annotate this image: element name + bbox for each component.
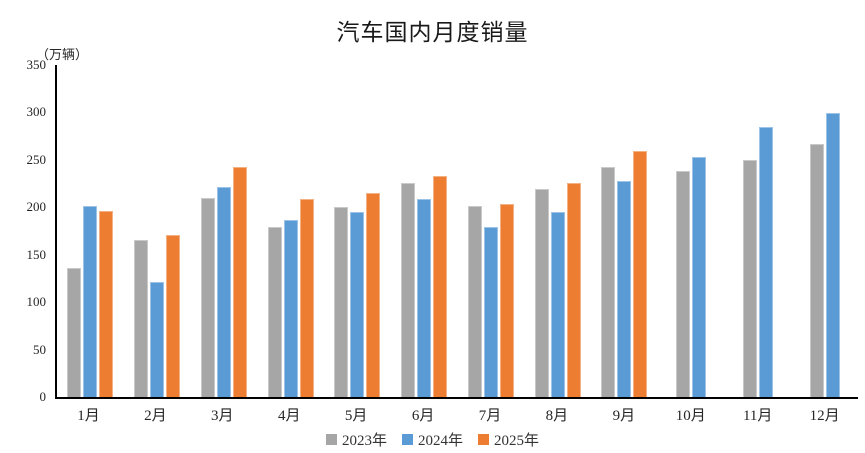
bar-2024年-8月 bbox=[550, 212, 565, 397]
legend-swatch-icon bbox=[478, 434, 489, 445]
bar-2023年-3月 bbox=[200, 198, 215, 397]
legend-item-2023年: 2023年 bbox=[325, 429, 387, 450]
bar-2024年-5月 bbox=[350, 212, 365, 397]
bar-2024年-9月 bbox=[617, 181, 632, 397]
bar-2024年-11月 bbox=[758, 127, 773, 397]
bar-2024年-3月 bbox=[216, 187, 231, 397]
bar-2025年-3月 bbox=[232, 167, 247, 397]
bar-2024年-7月 bbox=[483, 227, 498, 397]
y-tick-label-50: 50 bbox=[33, 341, 46, 357]
y-tick-label-250: 250 bbox=[26, 151, 47, 167]
x-axis-labels: 1月 2月 3月 4月 5月 6月 7月 8月 9月 10月 11月 12月 bbox=[55, 404, 858, 425]
x-axis-label-5月: 5月 bbox=[344, 408, 368, 424]
legend-item-2024年: 2024年 bbox=[401, 429, 463, 450]
bar-group-10月 bbox=[658, 65, 725, 397]
bar-group-8月 bbox=[524, 65, 591, 397]
bar-group-1月 bbox=[57, 65, 124, 397]
bar-group-6月 bbox=[391, 65, 458, 397]
bar-2025年-4月 bbox=[299, 199, 314, 397]
x-axis-label-10月: 10月 bbox=[675, 408, 706, 424]
y-tick-label-0: 0 bbox=[39, 389, 47, 404]
bar-2023年-9月 bbox=[601, 167, 616, 397]
bar-2024年-10月 bbox=[692, 157, 707, 397]
x-axis-label-11月: 11月 bbox=[742, 408, 773, 424]
bar-2023年-7月 bbox=[467, 206, 482, 397]
legend-label: 2023年 bbox=[341, 433, 387, 449]
x-axis-label-2月: 2月 bbox=[144, 408, 167, 424]
y-tick-label-300: 300 bbox=[26, 104, 47, 120]
x-axis-label-3月: 3月 bbox=[211, 408, 234, 424]
x-axis-label-4月: 4月 bbox=[277, 408, 301, 424]
bar-2025年-6月 bbox=[433, 176, 448, 397]
bar-group-9月 bbox=[591, 65, 658, 397]
x-axis-label-8月: 8月 bbox=[545, 408, 569, 424]
legend-label: 2025年 bbox=[494, 433, 540, 449]
x-axis-label-7月: 7月 bbox=[478, 408, 502, 424]
plot-area bbox=[55, 65, 858, 399]
bar-group-4月 bbox=[257, 65, 324, 397]
legend: 2023年 2024年 2025年 bbox=[0, 429, 865, 450]
bar-2024年-6月 bbox=[417, 199, 432, 397]
bar-2024年-1月 bbox=[83, 206, 98, 397]
bar-2023年-12月 bbox=[809, 144, 824, 397]
bar-2025年-7月 bbox=[499, 204, 514, 397]
legend-swatch-icon bbox=[401, 434, 413, 445]
x-axis-label-12月: 12月 bbox=[809, 408, 840, 424]
bar-2023年-10月 bbox=[676, 171, 691, 397]
bar-2023年-11月 bbox=[742, 160, 757, 397]
bar-2023年-4月 bbox=[267, 227, 282, 397]
bar-2023年-5月 bbox=[334, 207, 349, 397]
x-axis-label-1月: 1月 bbox=[77, 408, 100, 424]
legend-item-2025年: 2025年 bbox=[478, 429, 539, 450]
bar-groups-row bbox=[57, 65, 858, 397]
y-tick-label-200: 200 bbox=[26, 199, 47, 215]
bar-2023年-1月 bbox=[67, 268, 82, 397]
bar-group-3月 bbox=[191, 65, 258, 397]
bar-group-11月 bbox=[725, 65, 792, 397]
bar-2023年-2月 bbox=[134, 240, 149, 397]
y-tick-label-100: 100 bbox=[26, 294, 47, 310]
y-axis-unit-label: （万辆） bbox=[36, 47, 89, 62]
legend-swatch-icon bbox=[325, 434, 337, 445]
legend-label: 2024年 bbox=[417, 433, 463, 449]
x-axis-label-9月: 9月 bbox=[612, 408, 636, 424]
bar-2024年-4月 bbox=[283, 220, 298, 397]
bar-2024年-2月 bbox=[150, 282, 165, 397]
bar-2023年-8月 bbox=[534, 189, 549, 397]
y-tick-label-150: 150 bbox=[26, 246, 47, 262]
bar-2025年-1月 bbox=[99, 211, 114, 397]
x-axis-label-6月: 6月 bbox=[411, 408, 435, 424]
y-tick-label-350: 350 bbox=[26, 57, 47, 72]
bar-2025年-5月 bbox=[366, 193, 381, 397]
bar-2025年-9月 bbox=[633, 151, 648, 397]
bar-2024年-12月 bbox=[825, 113, 840, 397]
bar-2025年-8月 bbox=[566, 183, 581, 397]
bar-2023年-6月 bbox=[401, 183, 416, 397]
bar-group-7月 bbox=[458, 65, 525, 397]
bar-group-2月 bbox=[124, 65, 191, 397]
bar-group-5月 bbox=[324, 65, 391, 397]
chart-title: 汽车国内月度销量 bbox=[336, 20, 529, 45]
bar-group-12月 bbox=[791, 65, 858, 397]
bar-2025年-2月 bbox=[166, 235, 181, 397]
